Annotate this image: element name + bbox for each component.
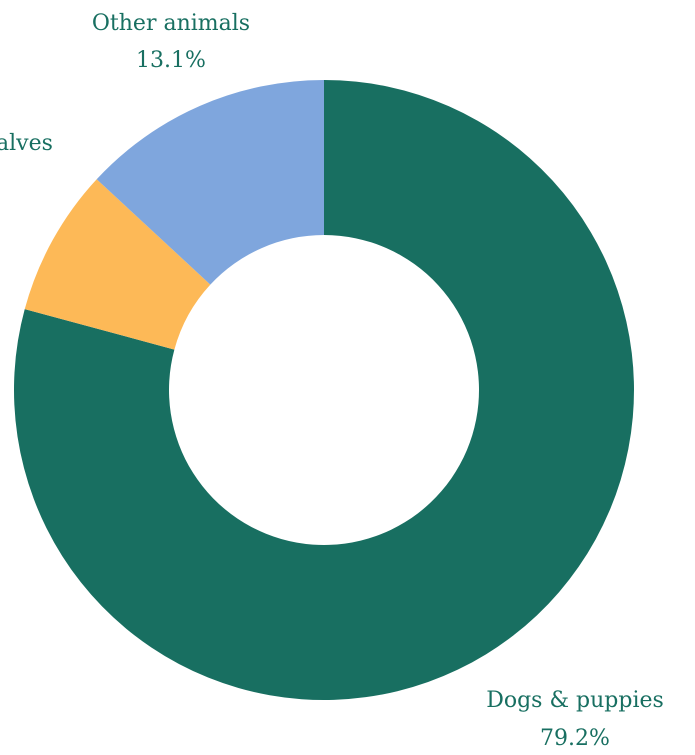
slice-other-animals [96, 80, 324, 285]
label-dogs-value: 79.2% [540, 726, 610, 751]
label-other-name: Other animals [92, 11, 250, 36]
label-calves-name: alves [0, 131, 53, 156]
slice-dogs-puppies [13, 80, 634, 700]
label-other-value: 13.1% [136, 48, 206, 73]
slice-labels: Dogs & puppies 79.2% alves Other animals… [0, 11, 664, 751]
label-dogs-name: Dogs & puppies [486, 688, 664, 713]
slice-calves [24, 179, 211, 350]
donut-slices [13, 80, 634, 700]
